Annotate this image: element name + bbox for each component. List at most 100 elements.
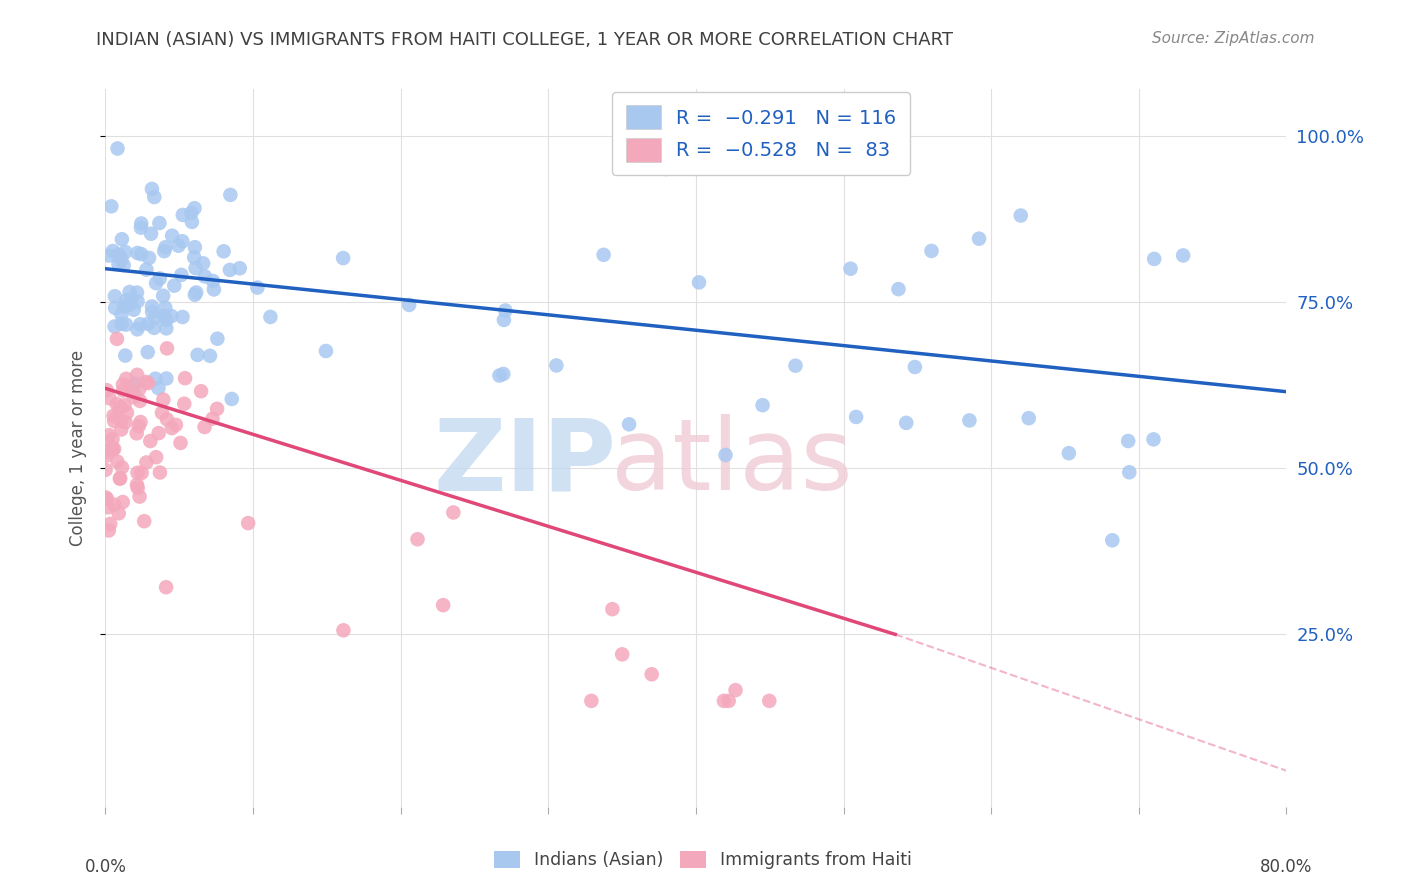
Point <box>129 247 152 261</box>
Point <box>108 472 131 486</box>
Point <box>143 321 166 335</box>
Point <box>136 345 159 359</box>
Point <box>221 392 243 406</box>
Point <box>152 309 174 323</box>
Point <box>149 466 172 480</box>
Point <box>170 268 193 282</box>
Point <box>259 310 281 324</box>
Point <box>114 398 136 412</box>
Text: 80.0%: 80.0% <box>1260 857 1313 876</box>
Point <box>122 302 145 317</box>
Point <box>112 384 135 398</box>
Point <box>592 248 614 262</box>
Point <box>141 305 163 319</box>
Point <box>236 516 259 530</box>
Point <box>94 463 117 477</box>
Point <box>125 426 148 441</box>
Point <box>1018 411 1040 425</box>
Point <box>107 506 129 520</box>
Point <box>103 442 125 456</box>
Point <box>152 289 174 303</box>
Point <box>98 428 121 442</box>
Point <box>105 409 128 424</box>
Point <box>115 293 138 308</box>
Point <box>98 516 121 531</box>
Point <box>155 371 177 385</box>
Point <box>108 471 131 485</box>
Point <box>127 246 149 260</box>
Point <box>1116 434 1139 448</box>
Text: Source: ZipAtlas.com: Source: ZipAtlas.com <box>1152 31 1315 46</box>
Point <box>125 477 148 491</box>
Point <box>145 276 167 290</box>
Point <box>190 384 212 399</box>
Point <box>128 490 150 504</box>
Point <box>103 409 125 423</box>
Point <box>145 372 167 386</box>
Point <box>202 282 225 296</box>
Point <box>143 190 166 204</box>
Point <box>163 278 186 293</box>
Point <box>114 349 136 363</box>
Point <box>160 421 183 435</box>
Point <box>1118 465 1140 479</box>
Point <box>127 368 149 382</box>
Point <box>103 498 125 512</box>
Point <box>187 348 209 362</box>
Point <box>921 244 943 258</box>
Point <box>103 319 125 334</box>
Point <box>135 262 157 277</box>
Point <box>107 141 129 155</box>
Point <box>104 301 127 315</box>
Point <box>172 310 194 324</box>
Point <box>713 694 735 708</box>
Point <box>967 232 990 246</box>
Point <box>398 298 420 312</box>
Point <box>641 667 664 681</box>
Point <box>432 598 454 612</box>
Point <box>115 406 138 420</box>
Point <box>1142 433 1164 447</box>
Point <box>101 244 124 258</box>
Point <box>111 460 134 475</box>
Point <box>112 299 135 313</box>
Point <box>887 282 910 296</box>
Point <box>127 294 149 309</box>
Point <box>96 444 118 458</box>
Point <box>207 332 229 346</box>
Point <box>156 412 179 426</box>
Point <box>145 450 167 465</box>
Point <box>120 381 142 395</box>
Point <box>201 411 224 425</box>
Point <box>111 232 134 246</box>
Point <box>201 274 224 288</box>
Point <box>1057 446 1080 460</box>
Point <box>101 432 124 446</box>
Point <box>153 244 176 259</box>
Point <box>134 514 156 528</box>
Point <box>149 271 172 285</box>
Point <box>494 303 516 318</box>
Point <box>114 415 136 429</box>
Point <box>406 533 429 547</box>
Point <box>160 228 183 243</box>
Point <box>105 455 128 469</box>
Point <box>115 318 138 332</box>
Point <box>107 257 129 271</box>
Point <box>717 694 740 708</box>
Point <box>724 683 747 698</box>
Point <box>229 261 252 276</box>
Text: ZIP: ZIP <box>433 414 616 511</box>
Point <box>122 385 145 400</box>
Point <box>131 466 153 480</box>
Point <box>98 249 121 263</box>
Point <box>143 310 166 325</box>
Point <box>139 434 162 448</box>
Point <box>128 419 150 434</box>
Point <box>1171 248 1194 262</box>
Point <box>173 397 195 411</box>
Point <box>315 344 337 359</box>
Point <box>115 372 138 386</box>
Point <box>219 187 242 202</box>
Point <box>141 182 163 196</box>
